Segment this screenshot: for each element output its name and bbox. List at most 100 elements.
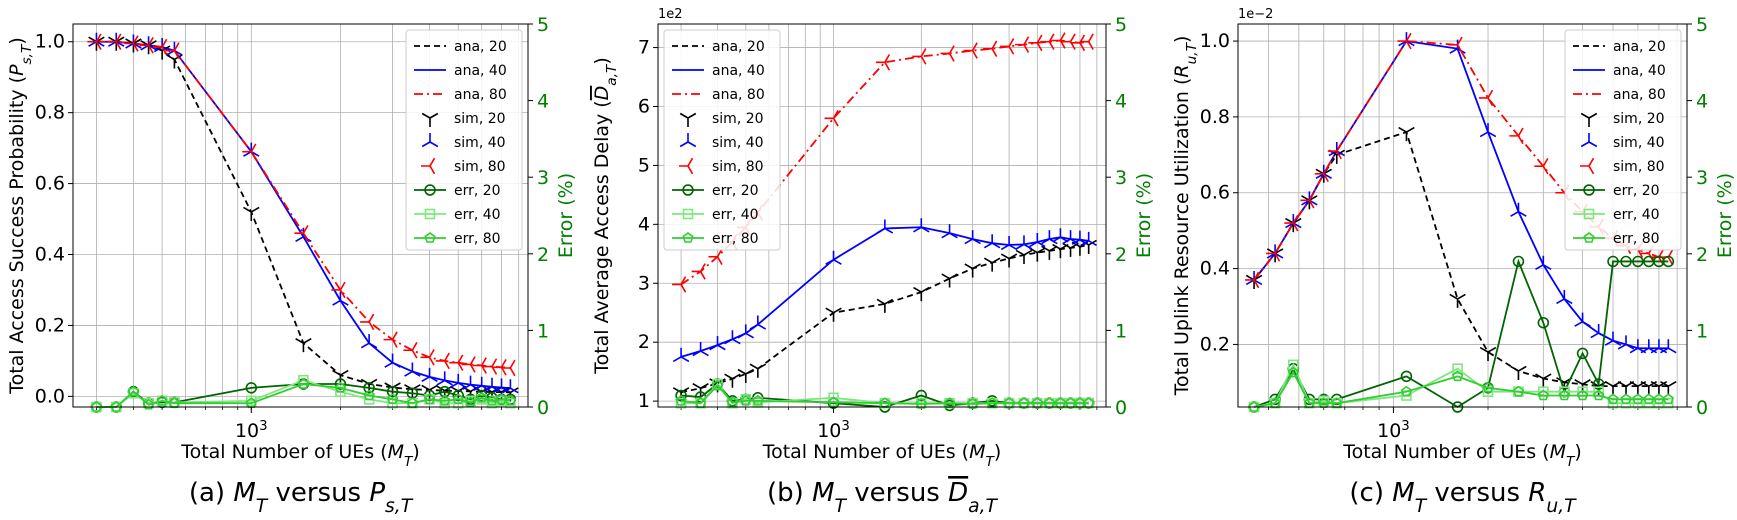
- series-ana-40: [96, 40, 511, 390]
- data-point: [1080, 231, 1097, 247]
- legend-item: ana, 20: [1573, 39, 1666, 55]
- data-point: [1556, 289, 1573, 305]
- data-point: [383, 331, 398, 348]
- data-point: [334, 378, 347, 390]
- series-ana-20: [680, 244, 1089, 394]
- data-point: [752, 394, 764, 406]
- data-point: [1041, 230, 1058, 245]
- data-point: [334, 381, 347, 393]
- legend-marker: [682, 184, 694, 196]
- data-point: [825, 307, 842, 322]
- legend-label: err, 40: [1613, 207, 1660, 223]
- data-point: [966, 398, 979, 409]
- data-point: [915, 389, 928, 402]
- series-sim-40: [88, 32, 519, 394]
- y2-tick-label: 0: [1115, 397, 1127, 419]
- svg-text:Total Average Access Delay (Da: Total Average Access Delay (Da,T): [591, 57, 620, 375]
- legend-item: err, 20: [672, 183, 759, 199]
- data-point: [166, 54, 183, 69]
- data-point: [1014, 36, 1030, 53]
- data-point: [1266, 245, 1281, 262]
- y2-tick-label: 0: [537, 397, 549, 419]
- y-axis-label: Total Access Success Probability (Ps,T): [6, 37, 35, 395]
- data-point: [421, 367, 438, 383]
- y-tick-label: 1: [638, 390, 650, 412]
- data-point: [692, 382, 709, 398]
- data-point: [1662, 255, 1675, 268]
- y2-tick-label: 5: [1696, 14, 1708, 36]
- legend-item: ana, 40: [414, 63, 507, 79]
- data-point: [740, 394, 752, 406]
- data-point: [127, 385, 140, 397]
- legend-item: sim, 40: [679, 133, 764, 151]
- data-point: [672, 347, 690, 363]
- data-point: [825, 250, 842, 265]
- data-point: [1512, 255, 1525, 268]
- legend-label: sim, 40: [712, 135, 764, 151]
- data-point: [1629, 339, 1647, 354]
- data-point: [501, 359, 516, 377]
- legend-label: ana, 20: [712, 39, 765, 55]
- y-tick-label: 0.2: [1200, 333, 1230, 355]
- legend-item: err, 80: [414, 231, 501, 247]
- series-line: [1253, 258, 1669, 409]
- y-tick-label: 0.2: [35, 314, 65, 336]
- data-point: [493, 378, 510, 393]
- legend-marker: [1580, 133, 1598, 148]
- data-point: [1620, 393, 1632, 405]
- data-point: [486, 394, 498, 406]
- data-point: [749, 315, 767, 330]
- data-point: [672, 276, 687, 293]
- data-point: [110, 401, 122, 412]
- legend-box: [663, 29, 781, 251]
- panel-caption: (c) MT versus Ru,T: [1349, 478, 1577, 517]
- y2-tick-label: 4: [537, 91, 549, 113]
- series-err-80: [90, 378, 517, 412]
- legend-label: sim, 80: [1613, 159, 1665, 175]
- y2-tick-label: 2: [1115, 244, 1127, 266]
- legend-label: ana, 40: [712, 63, 765, 79]
- y2-tick-label: 3: [1696, 167, 1708, 189]
- legend-label: err, 40: [712, 207, 759, 223]
- data-point: [1000, 253, 1018, 268]
- y-tick-label: 0.6: [1200, 182, 1230, 204]
- svg-text:Total Uplink Resource Utilizat: Total Uplink Resource Utilization (Ru,T): [1171, 36, 1200, 397]
- legend-marker: [424, 232, 436, 243]
- legend-marker: [421, 133, 439, 148]
- data-point: [139, 37, 154, 54]
- data-point: [242, 143, 257, 160]
- svg-text:Total Access Success Probabili: Total Access Success Probability (Ps,T): [6, 37, 35, 395]
- x-axis-label: Total Number of UEs (MT): [762, 441, 1002, 470]
- data-point: [1479, 123, 1497, 138]
- data-point: [1051, 32, 1066, 49]
- data-point: [439, 397, 451, 409]
- data-point: [1397, 32, 1412, 50]
- data-point: [1400, 370, 1413, 383]
- grid: [658, 24, 1106, 410]
- data-point: [1482, 381, 1494, 393]
- legend-label: err, 20: [1613, 183, 1660, 199]
- data-point: [297, 378, 310, 389]
- y2-tick-label: 0: [1696, 397, 1708, 419]
- legend-item: sim, 40: [1580, 133, 1665, 151]
- legend-label: ana, 20: [1613, 39, 1666, 55]
- data-point: [1000, 38, 1015, 55]
- y2-tick-label: 5: [1115, 14, 1127, 36]
- data-point: [294, 225, 309, 242]
- data-point: [726, 396, 739, 408]
- data-point: [1620, 255, 1632, 268]
- legend-label: sim, 80: [712, 159, 764, 175]
- legend-marker: [682, 208, 694, 220]
- data-point: [1029, 233, 1046, 248]
- legend-label: sim, 20: [712, 111, 764, 127]
- legend-marker: [679, 133, 697, 148]
- legend: ana, 20 ana, 40 ana, 80 sim, 20 sim, 40 sim, …: [405, 29, 523, 251]
- legend-item: ana, 40: [672, 63, 765, 79]
- data-point: [495, 393, 508, 405]
- data-point: [90, 401, 103, 412]
- data-point: [435, 352, 450, 370]
- legend-item: err, 20: [1573, 183, 1660, 199]
- legend-item: err, 40: [672, 207, 759, 223]
- data-point: [1398, 32, 1415, 47]
- series-line: [680, 244, 1089, 394]
